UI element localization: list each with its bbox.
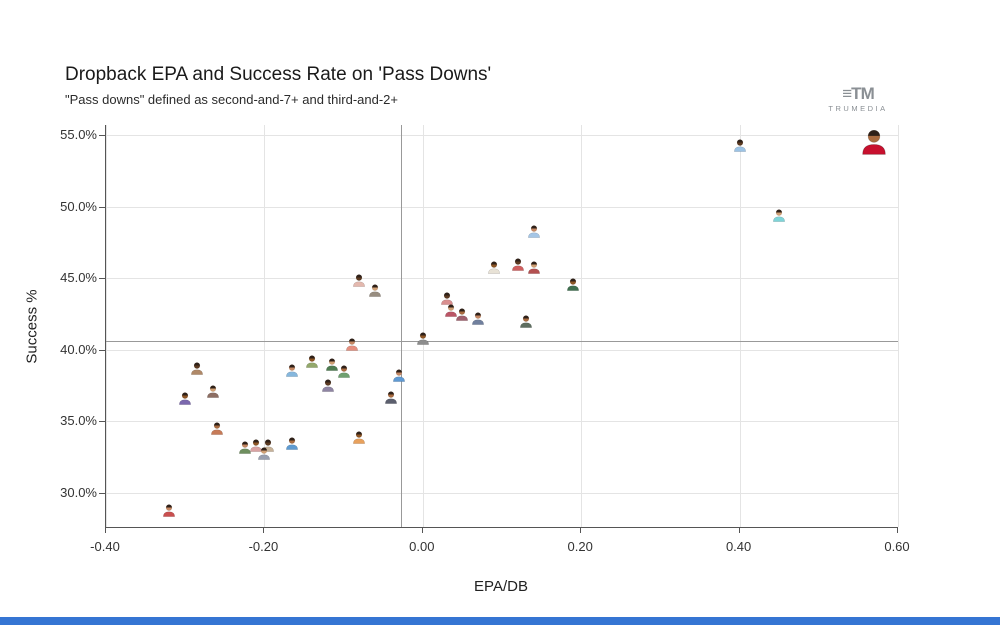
chart-subtitle: "Pass downs" defined as second-and-7+ an… [65,92,398,107]
plot-area [105,125,899,528]
x-axis-tick [738,527,740,533]
x-axis-title: EPA/DB [474,578,528,595]
y-axis-tick [99,278,105,280]
y-tick-label: 40.0% [60,341,97,357]
y-tick-label: 55.0% [60,127,97,142]
player-marker[interactable] [237,439,253,455]
player-marker[interactable] [470,310,486,326]
player-marker[interactable] [518,313,534,329]
player-marker[interactable] [526,259,542,275]
gridline-vertical [898,125,899,527]
player-marker[interactable] [284,435,300,451]
trumedia-logo-icon: ≡TM [842,84,874,103]
x-tick-label: -0.40 [90,539,120,554]
player-marker[interactable] [284,362,300,378]
player-marker[interactable] [209,420,225,436]
player-marker[interactable] [858,125,890,157]
player-marker[interactable] [320,377,336,393]
y-axis-tick [99,492,105,494]
player-marker[interactable] [351,429,367,445]
player-marker[interactable] [189,360,205,376]
player-marker[interactable] [391,367,407,383]
x-tick-label: -0.20 [248,539,279,554]
player-marker[interactable] [454,306,470,322]
y-tick-label: 50.0% [60,198,97,214]
x-axis-tick [580,527,582,533]
player-marker[interactable] [383,389,399,405]
player-marker[interactable] [526,223,542,239]
player-marker[interactable] [324,356,340,372]
player-marker[interactable] [510,256,526,272]
trumedia-logo: ≡TM TRUMEDIA [828,84,888,113]
gridline-vertical [739,125,741,527]
gridline-vertical [422,125,424,527]
gridline-vertical [106,125,107,527]
y-axis-tick [99,206,105,208]
reference-line-y [106,341,898,343]
x-tick-label: 0.20 [567,539,593,554]
player-marker[interactable] [732,137,748,153]
y-tick-label: 30.0% [60,484,97,500]
chart-title: Dropback EPA and Success Rate on 'Pass D… [65,64,492,85]
gridline-horizontal [106,278,898,280]
gridline-horizontal [106,492,898,494]
gridline-horizontal [106,349,898,351]
player-marker[interactable] [439,290,455,306]
x-axis-tick [421,527,423,533]
player-marker[interactable] [367,282,383,298]
y-axis-tick [99,135,105,136]
player-marker[interactable] [205,383,221,399]
player-marker[interactable] [351,272,367,288]
trumedia-logo-wordmark: TRUMEDIA [828,104,888,113]
reference-line-x [400,125,402,527]
x-tick-label: 0.00 [409,539,435,554]
y-tick-label: 45.0% [60,270,97,286]
gridline-vertical [581,125,583,527]
player-marker[interactable] [486,259,502,275]
y-axis-tick [99,421,105,423]
y-axis-tick [99,349,105,351]
player-marker[interactable] [415,330,431,346]
player-marker[interactable] [161,502,177,518]
player-marker[interactable] [256,445,272,461]
player-marker[interactable] [344,336,360,352]
player-marker[interactable] [565,276,581,292]
player-marker[interactable] [771,207,787,223]
gridline-horizontal [106,206,898,208]
x-axis-tick [263,527,265,533]
player-marker[interactable] [443,302,459,318]
bottom-accent-bar [0,617,1000,625]
gridline-horizontal [106,421,898,423]
x-tick-label: 0.60 [884,539,910,554]
player-marker[interactable] [304,353,320,369]
x-tick-label: 0.40 [725,539,752,554]
x-axis-tick [897,527,898,533]
x-axis-tick [105,527,106,533]
player-marker[interactable] [177,390,193,406]
gridline-horizontal [106,135,898,136]
player-marker[interactable] [248,437,264,453]
y-tick-label: 35.0% [60,413,97,429]
player-marker[interactable] [336,363,352,379]
gridline-vertical [264,125,266,527]
